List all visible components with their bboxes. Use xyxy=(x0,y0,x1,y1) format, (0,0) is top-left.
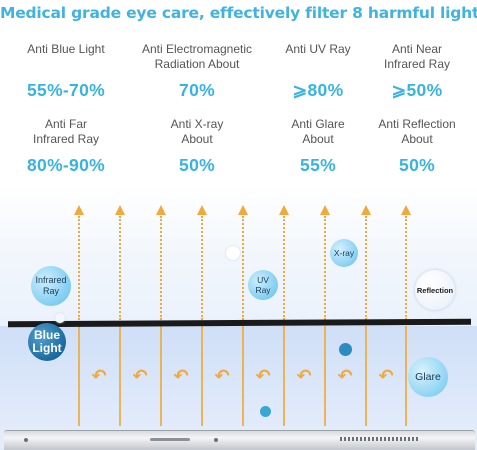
screen-light-line xyxy=(324,326,326,426)
bubble-text: Infrared xyxy=(35,275,67,285)
stat-anti-uv-ray: Anti UV Ray ⩾80% xyxy=(258,42,378,101)
stat-anti-reflection: Anti Reflection About 50% xyxy=(357,117,477,176)
u-turn-arrow-icon: ↶ xyxy=(173,366,189,387)
stat-label-line: Anti Near xyxy=(391,42,443,56)
x-ray-bubble: X-ray xyxy=(330,239,358,267)
screen-light-line xyxy=(78,326,80,426)
arrow-up-icon xyxy=(320,205,330,215)
stat-label-line: Anti Far xyxy=(44,117,87,131)
light-particle xyxy=(339,343,352,356)
stat-label-line: Anti Reflection xyxy=(378,117,456,131)
u-turn-arrow-icon: ↶ xyxy=(132,366,148,387)
stat-value: 70% xyxy=(179,80,215,100)
stat-anti-blue-light: Anti Blue Light 55%-70% xyxy=(6,42,126,101)
stat-label-line: Anti X-ray xyxy=(170,117,224,131)
light-particle xyxy=(226,246,240,260)
arrow-up-icon xyxy=(401,205,411,215)
arrow-up-icon xyxy=(361,205,371,215)
stat-value: 50% xyxy=(179,155,215,175)
bubble-text: Light xyxy=(32,341,62,355)
light-particle xyxy=(55,313,65,323)
stat-anti-x-ray: Anti X-ray About 50% xyxy=(137,117,257,176)
arrow-up-icon xyxy=(238,205,248,215)
u-turn-arrow-icon: ↶ xyxy=(255,366,271,387)
arrow-up-icon xyxy=(279,205,289,215)
light-particle xyxy=(260,406,271,417)
dotted-light-path xyxy=(119,216,121,320)
u-turn-arrow-icon: ↶ xyxy=(91,366,107,387)
headline: Medical grade eye care, effectively filt… xyxy=(0,4,477,22)
stat-label-line: Anti Electromagnetic xyxy=(141,42,253,56)
device-hole xyxy=(24,438,28,442)
stat-value: ⩾80% xyxy=(292,80,344,100)
screen-light-line xyxy=(283,326,285,426)
device-hole xyxy=(214,438,218,442)
device-slot xyxy=(150,438,190,441)
screen-light-line xyxy=(365,326,367,426)
arrow-up-icon xyxy=(197,205,207,215)
tablet-device-edge xyxy=(4,430,475,450)
dotted-light-path xyxy=(160,216,162,320)
stat-label-line: Anti Glare xyxy=(291,117,345,131)
dotted-light-path xyxy=(324,216,326,320)
stat-anti-far-infrared: Anti Far Infrared Ray 80%-90% xyxy=(6,117,126,176)
u-turn-arrow-icon: ↶ xyxy=(378,366,394,387)
stat-value: 50% xyxy=(399,155,435,175)
stat-anti-near-infrared: Anti Near Infrared Ray ⩾50% xyxy=(357,42,477,101)
screen-light-line xyxy=(405,326,407,426)
stat-label-line: About xyxy=(181,132,213,146)
stat-label-line: Anti UV Ray xyxy=(285,42,351,56)
dotted-light-path xyxy=(283,216,285,320)
stat-label-line: Radiation About xyxy=(154,57,240,71)
stat-value: 55%-70% xyxy=(27,80,105,100)
blue-light-bubble: Blue Light xyxy=(28,323,66,361)
u-turn-arrow-icon: ↶ xyxy=(296,366,312,387)
infrared-ray-bubble: Infrared Ray xyxy=(31,266,71,306)
arrow-up-icon xyxy=(156,205,166,215)
bubble-text: Blue xyxy=(33,328,60,342)
stat-anti-electromagnetic: Anti Electromagnetic Radiation About 70% xyxy=(137,42,257,101)
speaker-grille xyxy=(340,437,420,441)
stat-anti-glare: Anti Glare About 55% xyxy=(258,117,378,176)
arrow-up-icon xyxy=(74,205,84,215)
bubble-text: Ray xyxy=(255,285,271,295)
dotted-light-path xyxy=(365,216,367,320)
u-turn-arrow-icon: ↶ xyxy=(337,366,353,387)
screen-light-line xyxy=(242,326,244,426)
glare-bubble: Glare xyxy=(408,357,448,397)
reflection-bubble: Reflection xyxy=(415,270,455,310)
arrow-up-icon xyxy=(115,205,125,215)
uv-ray-bubble: UV Ray xyxy=(248,270,278,300)
stat-value: 55% xyxy=(300,155,336,175)
stat-value: 80%-90% xyxy=(27,155,105,175)
stat-label-line: Infrared Ray xyxy=(32,132,100,146)
bubble-text: Ray xyxy=(42,286,59,296)
stat-label-line: About xyxy=(302,132,334,146)
screen-light-line xyxy=(201,326,203,426)
bubble-text: UV xyxy=(257,275,269,285)
screen-light-line xyxy=(119,326,121,426)
bubble-text: Glare xyxy=(415,370,441,383)
dotted-light-path xyxy=(405,216,407,320)
dotted-light-path xyxy=(242,216,244,320)
u-turn-arrow-icon: ↶ xyxy=(214,366,230,387)
bubble-text: X-ray xyxy=(333,247,355,258)
stat-value: ⩾50% xyxy=(391,80,443,100)
screen-light-line xyxy=(160,326,162,426)
stat-label-line: About xyxy=(401,132,433,146)
bubble-text: Reflection xyxy=(416,285,454,295)
stat-label-line: Infrared Ray xyxy=(383,57,451,71)
dotted-light-path xyxy=(201,216,203,320)
stat-label-line: Anti Blue Light xyxy=(27,42,105,56)
dotted-light-path xyxy=(78,216,80,320)
